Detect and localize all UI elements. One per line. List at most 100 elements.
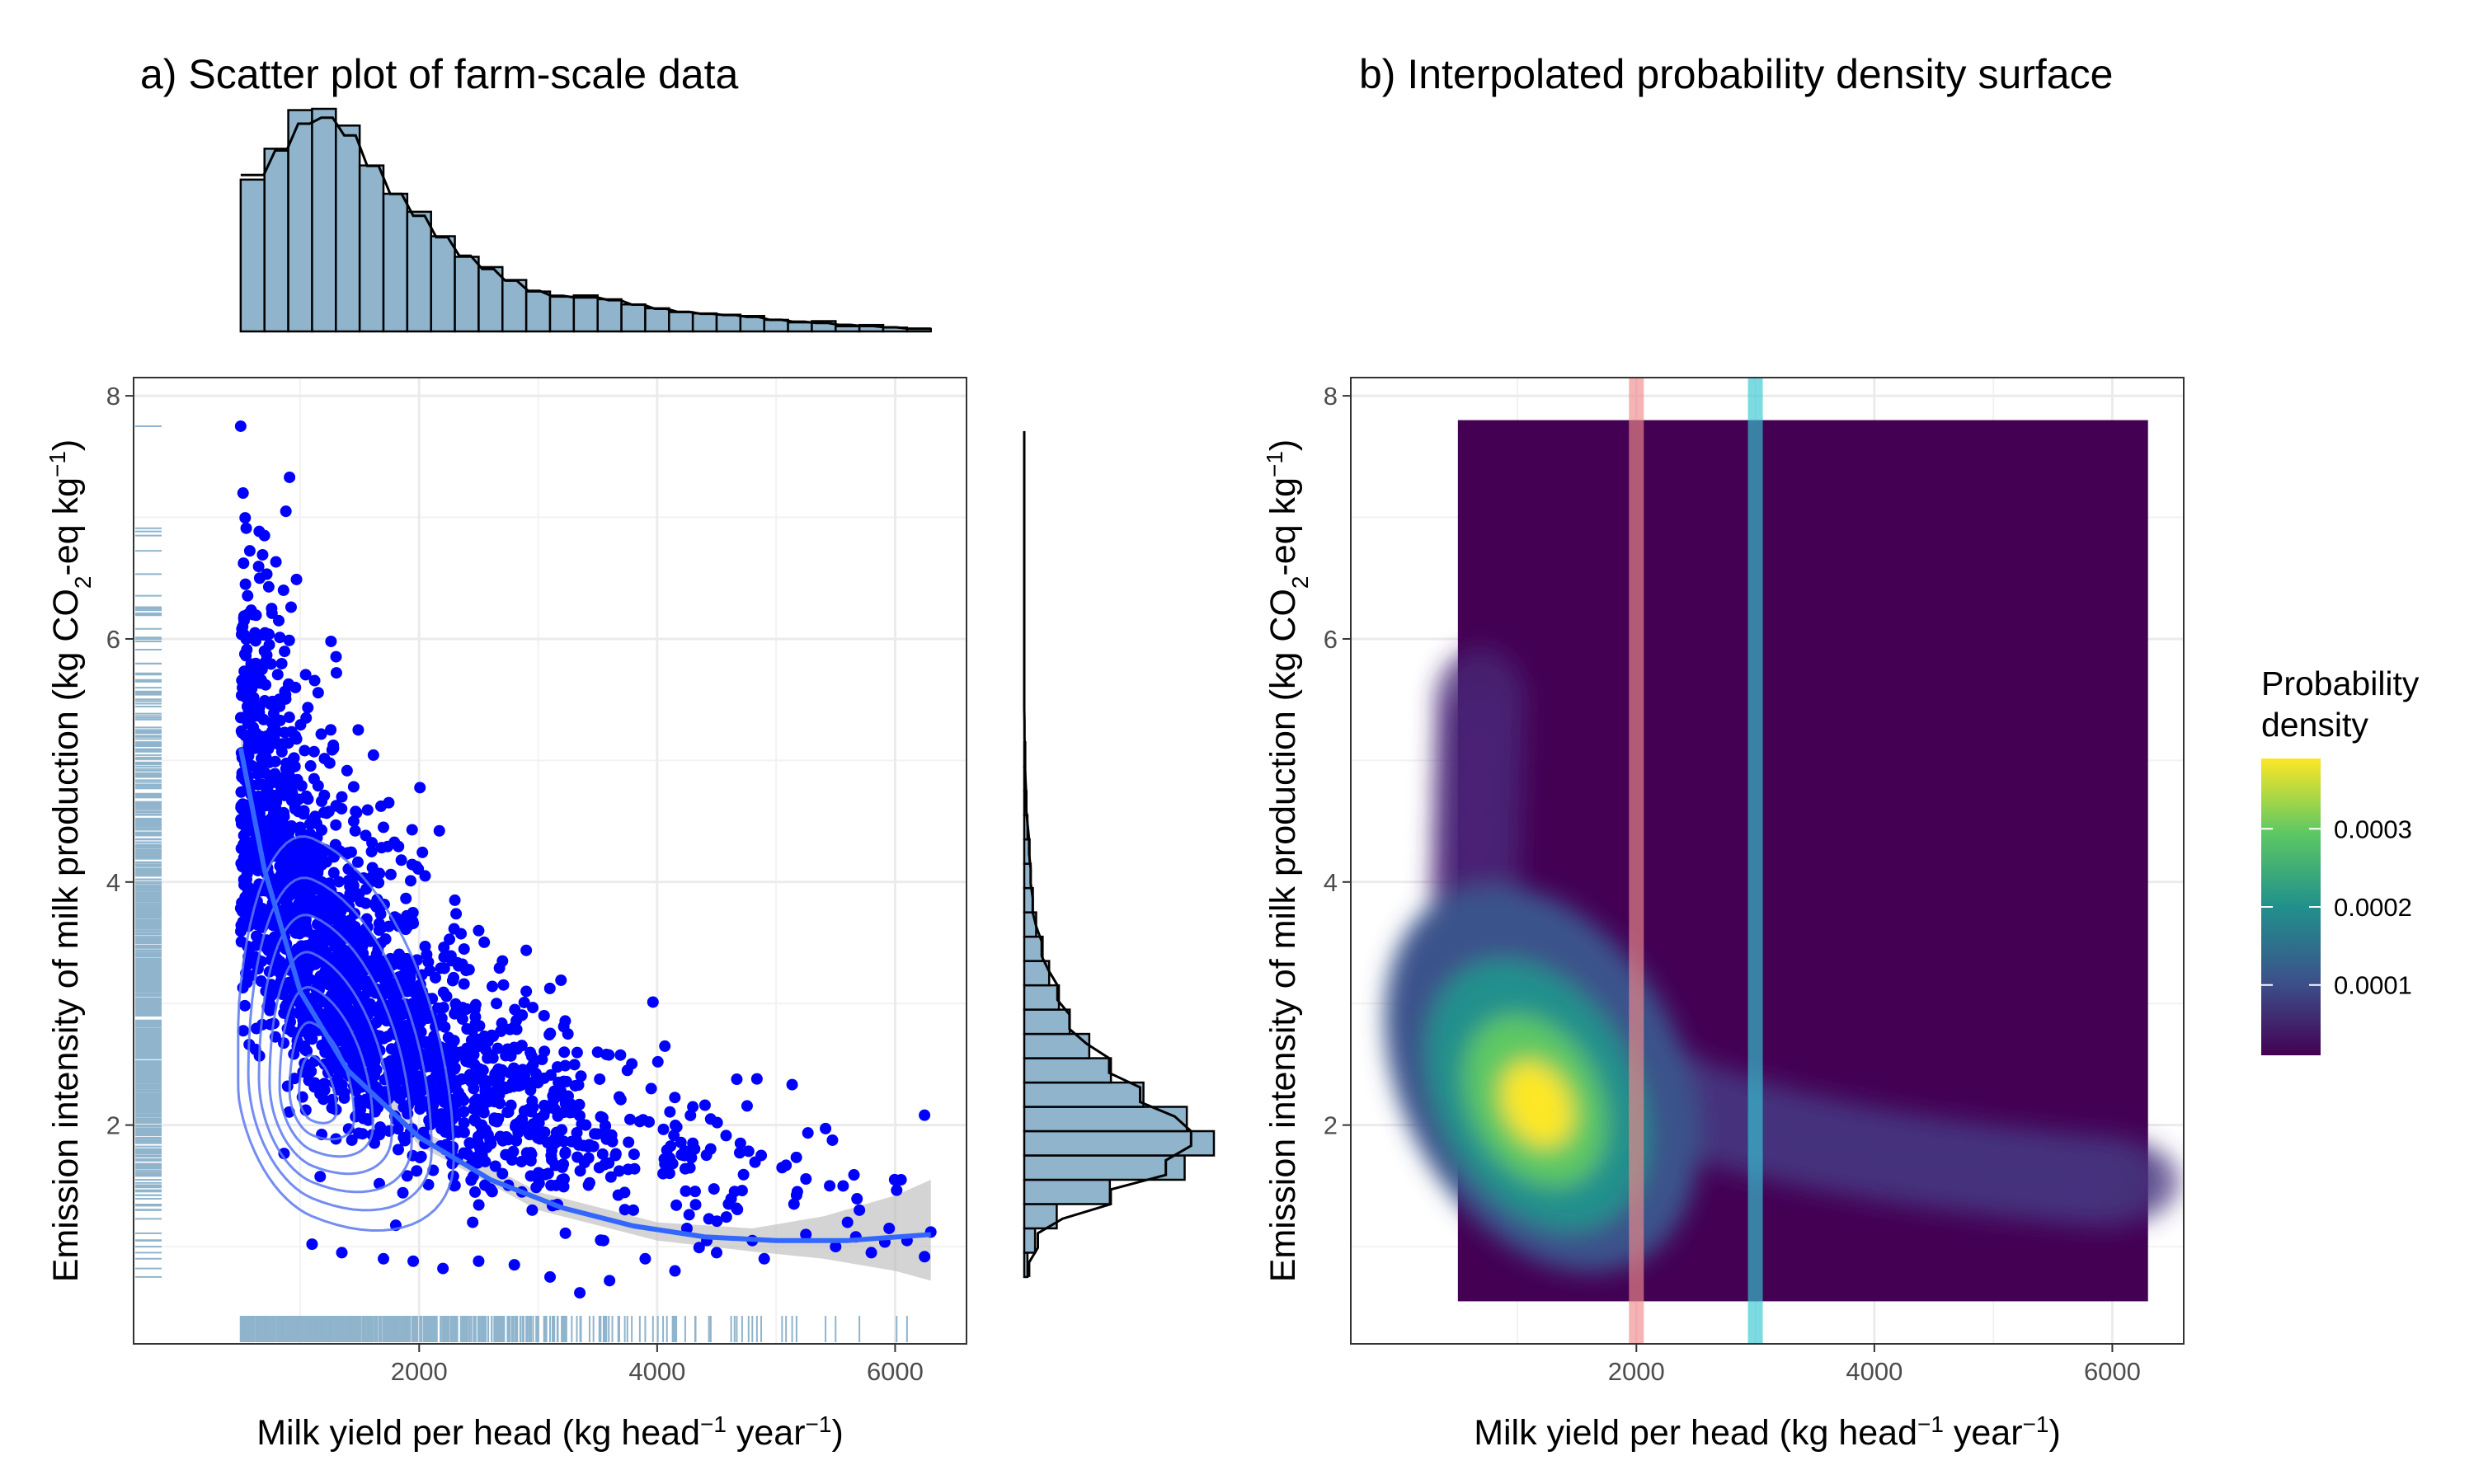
scatter-point (238, 873, 251, 885)
y-tick-label: 2 (106, 1111, 120, 1140)
right-hist-bar (1023, 1252, 1029, 1279)
scatter-point (468, 1049, 480, 1061)
scatter-point (332, 1073, 344, 1085)
panel-b-x-axis-title-sup1: −1 (1917, 1411, 1944, 1437)
scatter-point (737, 1168, 750, 1181)
top-hist-bar (382, 192, 409, 333)
scatter-point (618, 1204, 631, 1216)
scatter-point (361, 1113, 374, 1125)
scatter-point (351, 856, 364, 868)
top-hist-bar (668, 311, 694, 333)
right-hist-bar (1023, 1178, 1112, 1205)
panel-a-y-axis-title-sup: −1 (45, 451, 70, 477)
reference-lines (1629, 378, 1763, 1344)
scatter-point (246, 682, 258, 694)
scatter-point (382, 840, 394, 852)
scatter-point (285, 601, 297, 613)
top-hist-bar (596, 298, 623, 333)
scatter-point (350, 805, 362, 818)
scatter-point (571, 1046, 583, 1059)
scatter-point (791, 1186, 803, 1198)
top-hist-bar (454, 256, 480, 333)
scatter-point (437, 1262, 449, 1275)
scatter-point (450, 1004, 463, 1017)
scatter-point (575, 1070, 587, 1082)
scatter-point (559, 1227, 571, 1239)
scatter-point (298, 808, 310, 820)
scatter-point (551, 1061, 563, 1073)
scatter-point (316, 931, 328, 943)
scatter-point (473, 1255, 485, 1267)
scatter-point (262, 580, 275, 593)
scatter-point (294, 841, 306, 853)
top-hist-bar (239, 178, 266, 333)
scatter-point (367, 749, 379, 761)
scatter-point (758, 1252, 770, 1265)
x-tick-label: 2000 (1608, 1357, 1665, 1386)
panel-a-x-axis-title-end: ) (831, 1413, 843, 1453)
scatter-point (322, 805, 335, 818)
scatter-point (556, 1124, 568, 1136)
scatter-point (604, 1275, 616, 1287)
scatter-point (393, 840, 405, 852)
scatter-point (479, 1155, 492, 1167)
panel-a-x-axis-title: Milk yield per head (kg head−1 year−1) (256, 1411, 844, 1453)
scatter-point (256, 778, 268, 791)
scatter-point (731, 1073, 743, 1086)
scatter-point (458, 1126, 470, 1139)
scatter-point (258, 734, 270, 746)
scatter-point (596, 1148, 609, 1160)
scatter-point (235, 801, 247, 814)
scatter-point (330, 650, 342, 663)
scatter-point (689, 1186, 701, 1198)
scatter-point (539, 1126, 551, 1139)
scatter-points (234, 420, 937, 1299)
legend-tick-label: 0.0002 (2334, 893, 2412, 922)
top-hist-bar (620, 303, 647, 333)
scatter-point (525, 1050, 538, 1063)
scatter-point (306, 1033, 318, 1045)
scatter-point (320, 856, 332, 868)
density-contour (257, 913, 413, 1194)
right-hist-bar (1023, 1008, 1071, 1036)
scatter-point (435, 1123, 448, 1135)
x-tick-label: 4000 (628, 1357, 685, 1386)
scatter-point (711, 1247, 722, 1259)
panel-a-x-axis-title-mid: year (727, 1413, 806, 1453)
confidence-band (240, 730, 931, 1281)
scatter-point (336, 791, 348, 803)
panel-a-axis-ticks: 2000 4000 6000 2 4 6 8 (106, 382, 924, 1386)
scatter-point (458, 943, 470, 956)
top-hist-bar (763, 318, 789, 333)
scatter-point (458, 978, 470, 990)
y-tick-label: 6 (106, 625, 120, 654)
scatter-point (238, 1025, 250, 1037)
x-tick-label: 4000 (1846, 1357, 1903, 1386)
scatter-point (399, 1134, 412, 1147)
scatter-point (429, 1050, 441, 1063)
scatter-point (255, 975, 267, 988)
scatter-point (414, 782, 426, 794)
density-contour (268, 951, 393, 1176)
scatter-point (239, 730, 252, 742)
scatter-point (489, 1160, 501, 1172)
scatter-point (755, 1149, 768, 1162)
panel-a: a) Scatter plot of farm-scale data 2000 4… (45, 51, 1216, 1453)
smooth-trend-line (238, 748, 931, 1243)
scatter-point (263, 639, 275, 651)
top-hist-bar (548, 295, 576, 333)
scatter-point (433, 1064, 445, 1076)
scatter-point (508, 1259, 520, 1271)
scatter-point (285, 726, 298, 738)
legend-title-line1: Probability (2261, 665, 2420, 702)
scatter-point (325, 635, 337, 647)
top-hist-bar (644, 307, 670, 333)
scatter-point (380, 979, 393, 992)
scatter-point (326, 1056, 338, 1068)
scatter-point (670, 1199, 683, 1211)
top-hist-bar (430, 235, 456, 333)
scatter-point (360, 829, 372, 842)
scatter-point (360, 1093, 372, 1106)
scatter-point (392, 1123, 404, 1135)
scatter-point (335, 985, 347, 998)
